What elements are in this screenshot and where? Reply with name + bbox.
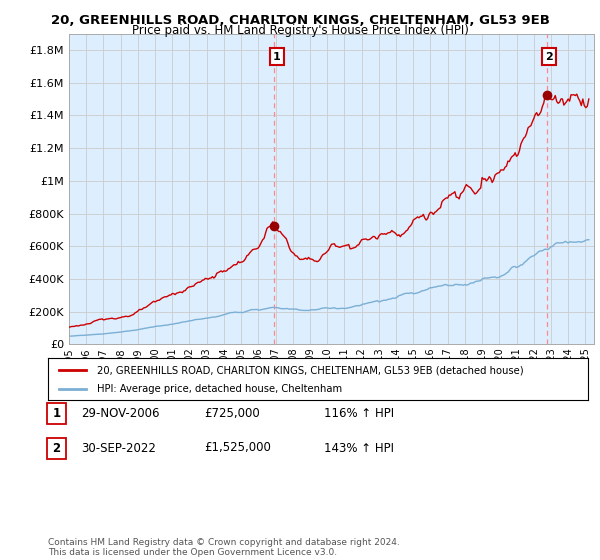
Text: 2: 2	[52, 441, 61, 455]
Text: £1,525,000: £1,525,000	[204, 441, 271, 455]
Text: 30-SEP-2022: 30-SEP-2022	[81, 441, 156, 455]
Text: 20, GREENHILLS ROAD, CHARLTON KINGS, CHELTENHAM, GL53 9EB: 20, GREENHILLS ROAD, CHARLTON KINGS, CHE…	[50, 14, 550, 27]
Text: 143% ↑ HPI: 143% ↑ HPI	[324, 441, 394, 455]
Text: HPI: Average price, detached house, Cheltenham: HPI: Average price, detached house, Chel…	[97, 384, 342, 394]
Text: 20, GREENHILLS ROAD, CHARLTON KINGS, CHELTENHAM, GL53 9EB (detached house): 20, GREENHILLS ROAD, CHARLTON KINGS, CHE…	[97, 365, 523, 375]
Text: 116% ↑ HPI: 116% ↑ HPI	[324, 407, 394, 420]
Text: 1: 1	[273, 52, 281, 62]
Text: Contains HM Land Registry data © Crown copyright and database right 2024.
This d: Contains HM Land Registry data © Crown c…	[48, 538, 400, 557]
Text: 29-NOV-2006: 29-NOV-2006	[81, 407, 160, 420]
Text: 2: 2	[545, 52, 553, 62]
Text: £725,000: £725,000	[204, 407, 260, 420]
Text: Price paid vs. HM Land Registry's House Price Index (HPI): Price paid vs. HM Land Registry's House …	[131, 24, 469, 36]
Text: 1: 1	[52, 407, 61, 420]
